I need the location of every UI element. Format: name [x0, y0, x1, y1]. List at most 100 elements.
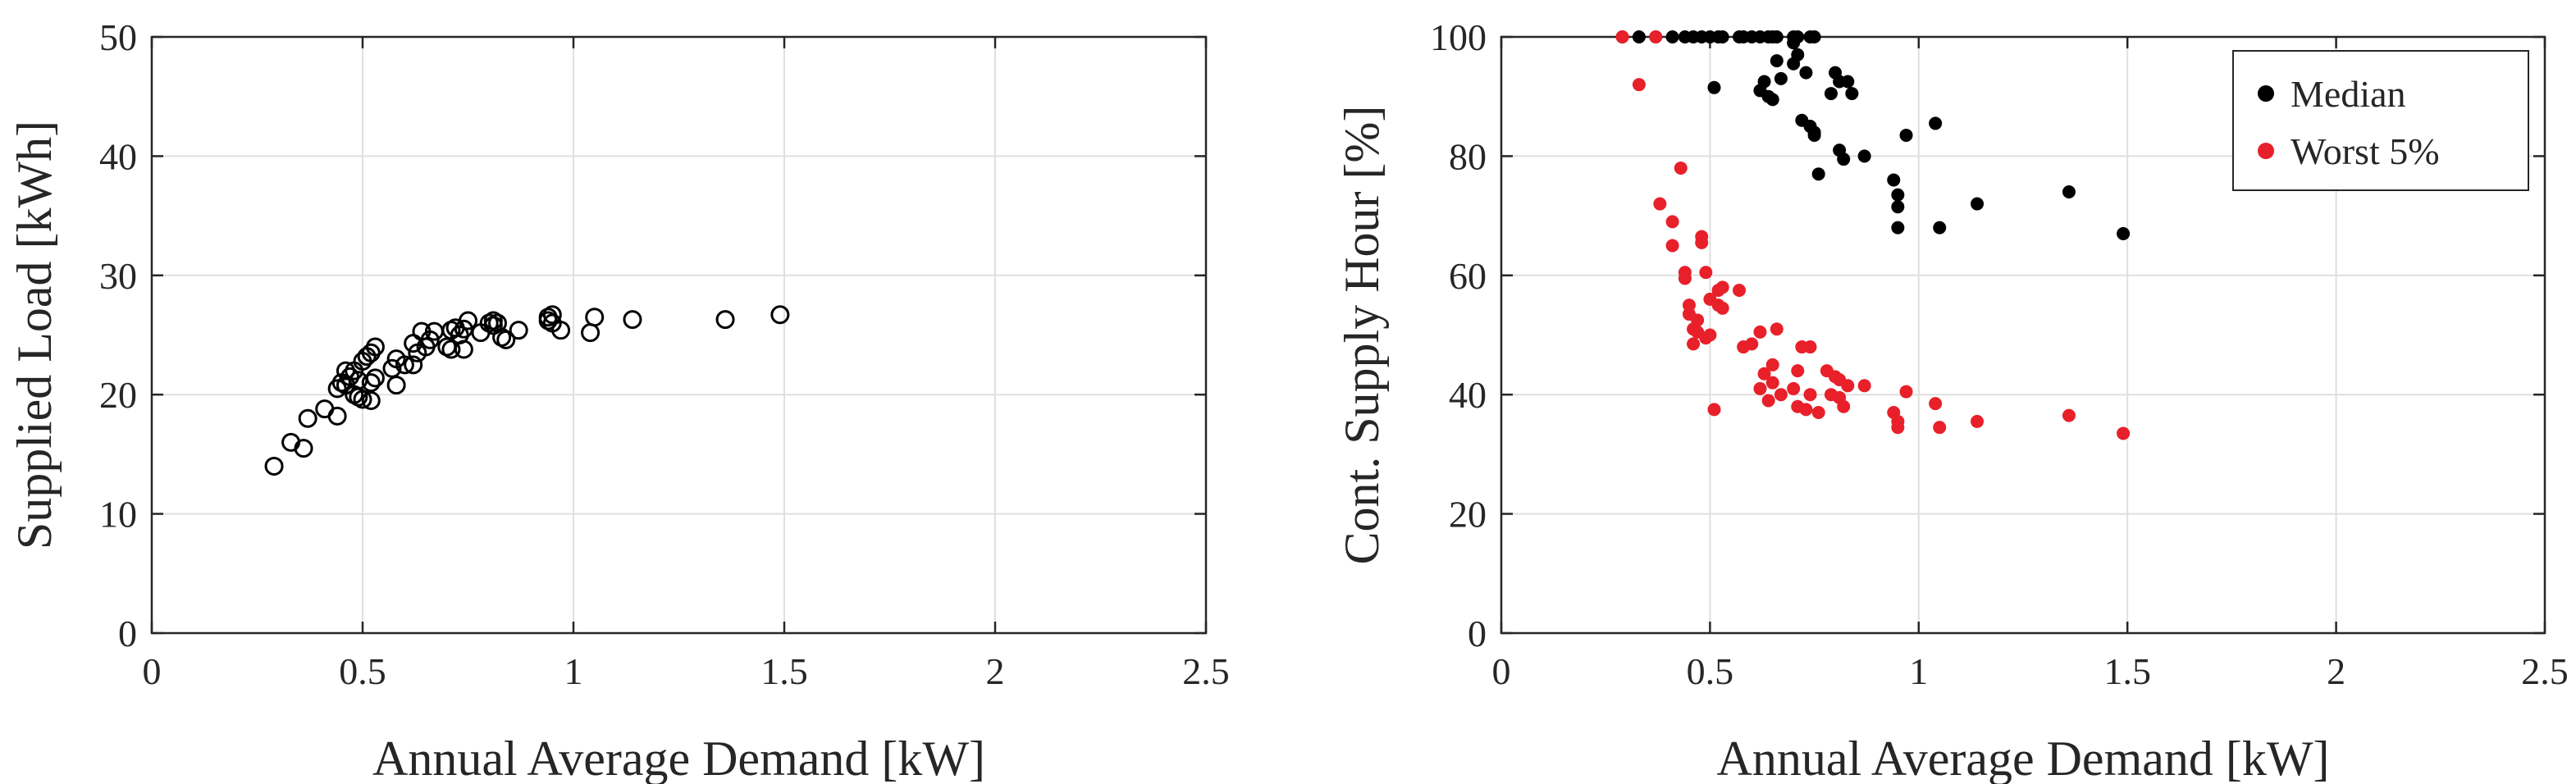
- legend-box: [2232, 50, 2529, 191]
- data-point: [1695, 235, 1709, 249]
- right-x-tick-label: 1.5: [2103, 650, 2151, 692]
- data-point: [1933, 421, 1947, 435]
- data-point: [551, 321, 571, 340]
- left-x-tick-label: 0.5: [339, 650, 386, 692]
- legend-marker: [2258, 85, 2274, 102]
- data-point: [1665, 215, 1679, 229]
- data-point: [1803, 340, 1817, 354]
- left-x-tick-label: 1.5: [760, 650, 808, 692]
- data-point: [1857, 379, 1871, 393]
- data-point: [1891, 221, 1905, 235]
- left-x-tick-label: 0: [143, 650, 162, 692]
- data-point: [1787, 36, 1801, 50]
- data-point: [1845, 87, 1859, 101]
- data-point: [1824, 87, 1838, 101]
- data-point: [404, 355, 423, 375]
- left-y-axis-label: Supplied Load [kWh]: [7, 121, 62, 549]
- data-point: [1811, 406, 1825, 420]
- data-point: [1891, 188, 1905, 202]
- cont-supply-hour-chart: 0 0.5 1 1.5 2 2.5 0 20 40 60 80 100 Annual Average D…: [1335, 16, 2569, 784]
- legend-marker: [2258, 143, 2274, 159]
- data-point: [1715, 280, 1729, 294]
- data-point: [395, 355, 414, 375]
- left-x-axis-label: Annual Average Demand [kW]: [372, 732, 985, 784]
- right-axes-box: [1500, 35, 2546, 635]
- data-point: [1707, 403, 1721, 417]
- data-point: [1632, 78, 1646, 92]
- right-y-tick-label: 40: [1449, 374, 1487, 416]
- data-point: [294, 439, 313, 458]
- data-point: [1761, 394, 1775, 408]
- left-y-tick-label: 0: [118, 613, 137, 654]
- data-point: [1899, 385, 1913, 399]
- data-point: [1887, 173, 1901, 187]
- data-point: [361, 373, 381, 393]
- data-point: [623, 310, 642, 330]
- data-point: [365, 368, 385, 388]
- data-point: [1715, 301, 1729, 315]
- left-x-tick-label: 1: [564, 650, 583, 692]
- data-point: [1653, 197, 1667, 211]
- data-point: [264, 456, 284, 476]
- data-point: [2062, 408, 2076, 422]
- data-point: [1757, 367, 1771, 381]
- data-point: [1707, 80, 1721, 94]
- data-point: [1899, 128, 1913, 142]
- data-point: [1811, 167, 1825, 181]
- data-point: [1837, 153, 1851, 166]
- left-x-tick-label: 2.5: [1182, 650, 1230, 692]
- data-point: [1791, 48, 1805, 62]
- data-point: [1891, 200, 1905, 214]
- data-point: [1971, 197, 1985, 211]
- legend-entry-label: Worst 5%: [2291, 130, 2440, 172]
- data-point: [1929, 397, 1943, 411]
- data-point: [770, 305, 790, 325]
- data-point: [1753, 381, 1767, 395]
- data-point: [1857, 149, 1871, 163]
- legend: Median Worst 5%: [2232, 50, 2529, 191]
- left-y-tick-label: 30: [99, 255, 137, 297]
- data-point: [1733, 283, 1747, 297]
- right-series-worst-5: [1615, 30, 2131, 440]
- data-point: [1691, 313, 1705, 327]
- data-point: [1770, 54, 1784, 68]
- right-y-tick-label: 60: [1449, 255, 1487, 297]
- data-point: [1770, 322, 1784, 336]
- left-y-tick-label: 40: [99, 135, 137, 177]
- data-point: [1757, 75, 1771, 89]
- data-point: [1799, 403, 1813, 417]
- data-point: [1929, 116, 1943, 130]
- left-y-tick-label: 20: [99, 374, 137, 416]
- data-point: [1837, 399, 1851, 413]
- data-point: [2117, 426, 2131, 440]
- data-point: [1753, 325, 1767, 339]
- right-x-tick-label: 2: [2327, 650, 2345, 692]
- data-point: [1678, 266, 1692, 280]
- data-point: [1765, 376, 1779, 390]
- data-point: [496, 330, 516, 349]
- data-point: [1649, 30, 1663, 43]
- right-y-tick-label: 0: [1468, 613, 1487, 654]
- right-x-tick-label: 1: [1909, 650, 1928, 692]
- data-point: [1807, 30, 1821, 43]
- left-plot-area: [152, 37, 1206, 633]
- right-y-tick-label: 80: [1449, 135, 1487, 177]
- data-point: [1791, 364, 1805, 378]
- right-x-tick-label: 0: [1492, 650, 1511, 692]
- left-axes-box: [150, 35, 1208, 635]
- right-x-axis-label: Annual Average Demand [kW]: [1717, 732, 2330, 784]
- data-point: [1770, 30, 1784, 43]
- data-point: [1745, 337, 1759, 351]
- right-series-median: [1615, 30, 2131, 240]
- data-point: [1765, 93, 1779, 107]
- data-point: [542, 305, 562, 325]
- data-point: [1715, 30, 1729, 43]
- data-point: [1841, 379, 1855, 393]
- data-point: [1803, 388, 1817, 402]
- right-y-tick-label: 100: [1430, 16, 1487, 58]
- data-point: [386, 376, 406, 395]
- data-point: [298, 408, 317, 428]
- left-series-supplied-load: [264, 305, 790, 476]
- left-y-tick-label: 10: [99, 494, 137, 536]
- data-point: [1774, 71, 1788, 85]
